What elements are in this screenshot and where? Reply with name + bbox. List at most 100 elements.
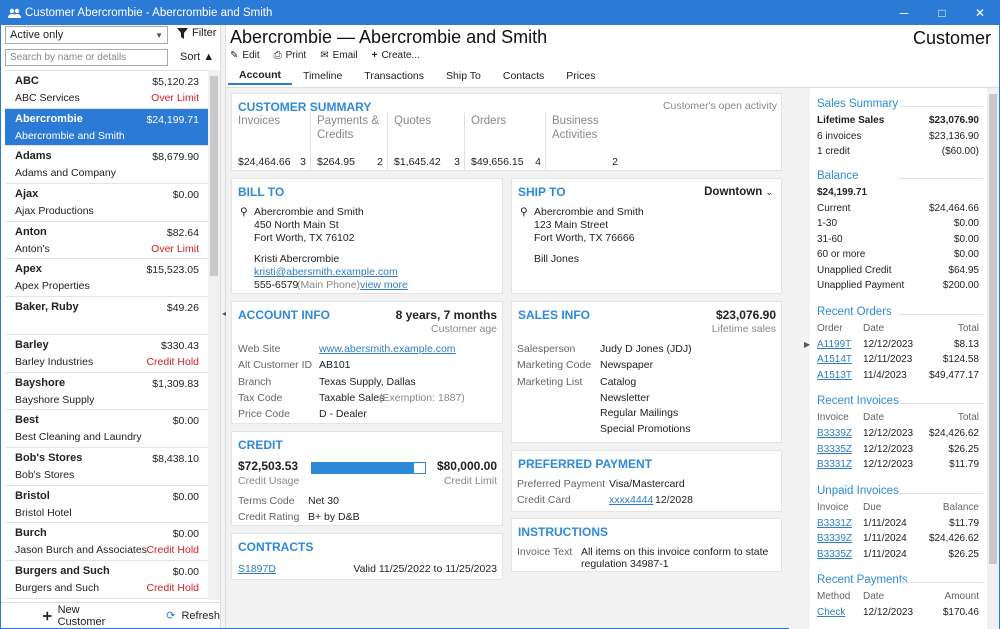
summary-row: 6 invoices $23,136.90 — [817, 131, 979, 142]
credit-limit-label: Credit Limit — [443, 475, 497, 487]
row-value: $200.00 — [942, 280, 979, 291]
summary-column[interactable]: Payments & Credits $264.95 2 — [311, 112, 388, 170]
tab-account[interactable]: Account — [228, 66, 292, 85]
tab-contacts[interactable]: Contacts — [502, 69, 545, 82]
customer-balance: $8,438.10 — [152, 452, 199, 465]
credit-card-expiry: 12/2028 — [655, 494, 693, 506]
customer-list-item[interactable]: Burgers and Such $0.00 Burgers and Such Cre… — [5, 561, 209, 599]
customer-list[interactable]: ABC $5,120.23 ABC Services Over Limit Abercr… — [5, 70, 209, 600]
credit-card-panel: CREDIT $72,503.53 Credit Usage $80,000.0… — [231, 431, 503, 526]
scrollbar-thumb[interactable] — [210, 76, 218, 276]
recent-invoices-link[interactable]: B3331Z — [817, 459, 853, 470]
close-button[interactable]: ✕ — [974, 6, 986, 20]
maximize-button[interactable]: □ — [938, 6, 946, 20]
bill-to-phone: 555-6579 — [254, 279, 299, 291]
recent-invoices-link[interactable]: B3335Z — [817, 443, 853, 455]
customer-list-item[interactable]: Apex $15,523.05 Apex Properties — [5, 259, 209, 298]
customer-balance: $0.00 — [172, 189, 199, 202]
search-input[interactable]: Search by name or details — [5, 49, 168, 66]
side-scrollbar[interactable] — [987, 88, 999, 629]
unpaid-invoices-link[interactable]: B3335Z — [817, 548, 853, 560]
bill-to-email-link[interactable]: kristi@abersmith.example.com — [254, 266, 398, 278]
marketing-list-label: Marketing List — [517, 376, 583, 388]
filter-button[interactable]: Filter — [177, 27, 216, 39]
marketing-list-item: Special Promotions — [600, 422, 691, 435]
row-value: $23,136.90 — [928, 130, 979, 142]
recent-orders-date: 11/4/2023 — [863, 369, 907, 381]
credit-card-label: Credit Card — [517, 494, 571, 506]
window-title: Customer Abercrombie - Abercrombie and S… — [25, 7, 273, 19]
summary-column[interactable]: Orders $49,656.15 4 — [465, 112, 546, 170]
new-customer-button[interactable]: New Customer — [43, 604, 120, 628]
create-button[interactable]: + Create... — [372, 50, 420, 61]
customer-company: Barley Industries — [15, 355, 94, 368]
tab-transactions[interactable]: Transactions — [364, 69, 425, 82]
recent-orders-link[interactable]: A1199T — [817, 338, 852, 350]
customer-list-item[interactable]: Bristol $0.00 Bristol Hotel — [5, 486, 209, 524]
minimize-button[interactable]: ─ — [899, 6, 909, 20]
unpaid-invoices-date: 1/11/2024 — [863, 533, 907, 544]
collapse-left-icon[interactable]: ◀ — [222, 309, 228, 318]
view-more-link[interactable]: view more — [360, 279, 408, 291]
customer-list-item[interactable]: Best $0.00 Best Cleaning and Laundry — [5, 410, 209, 448]
customer-list-item[interactable]: Baker, Ruby $49.26 — [5, 297, 209, 335]
recent-invoices-link[interactable]: B3339Z — [817, 428, 853, 439]
tab-timeline[interactable]: Timeline — [303, 69, 343, 82]
unpaid-invoices-link[interactable]: B3339Z — [817, 533, 853, 544]
tab-prices[interactable]: Prices — [566, 69, 596, 82]
credit-card-link[interactable]: xxxx4444 — [609, 494, 654, 506]
side-splitter[interactable]: ▶ — [804, 88, 810, 629]
section-divider — [899, 403, 983, 404]
collapse-right-icon[interactable]: ▶ — [804, 340, 811, 349]
marketing-code-value: Newspaper — [600, 359, 654, 371]
customer-age-label: Customer age — [431, 323, 497, 335]
contract-validity: Valid 11/25/2022 to 11/25/2023 — [353, 563, 497, 575]
credit-rating-value: B+ by D&B — [308, 511, 360, 523]
recent-orders-row: A1199T 12/12/2023 $8.13 — [817, 339, 979, 351]
customer-name: Burch — [15, 527, 47, 540]
account-field-value: Texas Supply, Dallas — [319, 375, 416, 388]
email-button[interactable]: ✉ Email — [320, 50, 357, 61]
customer-list-item[interactable]: ABC $5,120.23 ABC Services Over Limit — [5, 71, 209, 109]
account-field-value[interactable]: www.abersmith.example.com — [319, 343, 456, 355]
print-button[interactable]: ⎙ Print — [274, 50, 307, 61]
summary-column[interactable]: Business Activities 2 — [546, 112, 622, 170]
tab-ship-to[interactable]: Ship To — [446, 69, 481, 82]
row-value: $23,076.90 — [928, 115, 979, 126]
refresh-button[interactable]: ⟳ Refresh — [166, 609, 220, 623]
recent-orders-link[interactable]: A1513T — [817, 369, 853, 381]
customer-list-item[interactable]: Barley $330.43 Barley Industries Credit Hol… — [5, 335, 209, 373]
customer-list-item[interactable]: Burch $0.00 Jason Burch and Associates Cred… — [5, 523, 209, 561]
recent-orders-link[interactable]: A1514T — [817, 354, 853, 365]
contract-link[interactable]: S1897D — [238, 563, 276, 575]
unpaid-invoices-date: 1/11/2024 — [863, 548, 907, 560]
recent-payments-link[interactable]: Check — [817, 607, 846, 618]
edit-button[interactable]: ✎ Edit — [230, 50, 260, 61]
open-activity-link[interactable]: Customer's open activity — [662, 100, 777, 112]
unpaid-invoices-link[interactable]: B3331Z — [817, 517, 853, 529]
summary-column[interactable]: Invoices $24,464.66 3 — [232, 112, 311, 170]
summary-column[interactable]: Quotes $1,645.42 3 — [388, 112, 465, 170]
row-label: 60 or more — [817, 249, 866, 260]
credit-usage-bar — [311, 462, 426, 474]
col-head: Total — [957, 412, 979, 423]
customer-list-item[interactable]: Bob's Stores $8,438.10 Bob's Stores — [5, 448, 209, 486]
list-scrollbar[interactable] — [208, 70, 220, 600]
ship-to-select[interactable]: Downtown ⌄ — [704, 186, 773, 198]
filter-label: Filter — [192, 27, 217, 39]
status-filter-select[interactable]: Active only ▼ — [5, 26, 168, 44]
balance-heading: Balance — [817, 169, 859, 182]
page-title: Abercrombie — Abercrombie and Smith — [230, 27, 548, 47]
summary-count: 4 — [535, 156, 541, 168]
customer-list-item[interactable]: Anton $82.64 Anton's Over Limit — [5, 222, 209, 260]
side-scrollbar-thumb[interactable] — [989, 94, 997, 564]
recent-invoices-date: 12/12/2023 — [863, 428, 914, 439]
panel-splitter[interactable]: ◀ — [220, 25, 228, 628]
credit-usage-fill — [312, 463, 415, 473]
customer-list-item[interactable]: Abercrombie $24,199.71 Abercrombie and Smi… — [5, 108, 209, 147]
customer-list-item[interactable]: Adams $8,679.90 Adams and Company — [5, 146, 209, 185]
sort-button[interactable]: Sort ▲ — [180, 51, 214, 63]
customer-company: Bob's Stores — [15, 468, 75, 481]
customer-list-item[interactable]: Ajax $0.00 Ajax Productions — [5, 184, 209, 222]
customer-list-item[interactable]: Bayshore $1,309.83 Bayshore Supply — [5, 373, 209, 411]
